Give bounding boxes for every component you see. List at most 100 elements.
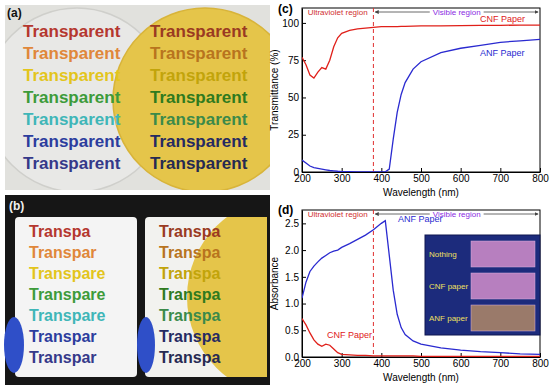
sample-text: Transparent	[150, 44, 248, 63]
x-tick: 700	[492, 353, 509, 369]
y-tick: 100	[282, 18, 306, 29]
region-boundary	[373, 8, 374, 172]
banknote	[471, 241, 535, 267]
tick-mark	[302, 97, 306, 98]
sample-text: Transparent	[23, 44, 121, 63]
y-axis-title: Transmittance (%)	[269, 49, 280, 130]
tick-label: 2.0	[285, 245, 299, 256]
x-axis-title: Wavelength (nm)	[383, 372, 459, 383]
tick-label: 0.0	[285, 352, 299, 363]
panel-label: (d)	[278, 203, 293, 217]
tick-mark	[500, 168, 501, 172]
sample-text: Transpa	[159, 286, 220, 303]
tick-label: 50	[288, 92, 300, 103]
sample-text: Transpar	[29, 244, 97, 261]
sample-text: Transparent	[23, 22, 121, 41]
tick-label: 25	[288, 129, 300, 140]
inset-label: ANF paper	[429, 314, 468, 323]
glove	[137, 317, 155, 373]
tick-label: 0.5	[285, 325, 299, 336]
chart: 2003004005006007008000.00.51.01.52.02.5W…	[269, 203, 549, 383]
series-line	[302, 221, 540, 355]
sample-text: Transpa	[29, 223, 90, 240]
tick-label: 300	[334, 358, 351, 369]
x-tick: 500	[413, 353, 430, 369]
x-tick: 800	[532, 168, 549, 184]
y-tick: 50	[288, 92, 306, 103]
plot-frame	[302, 8, 540, 172]
tick-label: 600	[453, 173, 470, 184]
tick-mark	[302, 330, 306, 331]
tick-mark	[302, 172, 306, 173]
sample-text: Transpa	[159, 349, 220, 366]
tick-label: 500	[413, 358, 430, 369]
x-tick: 300	[334, 168, 351, 184]
region-boundary	[373, 210, 374, 357]
series-line	[302, 25, 540, 78]
series-line	[302, 39, 540, 172]
axis-line	[302, 211, 303, 358]
sample-text: Transpare	[29, 265, 106, 282]
tick-mark	[540, 168, 541, 172]
tick-label: 2.5	[285, 218, 299, 229]
tick-mark	[302, 23, 306, 24]
x-tick: 600	[453, 353, 470, 369]
sample-text: Transpare	[29, 307, 106, 324]
sample-text: Transparent	[23, 154, 121, 173]
y-tick: 0.0	[285, 352, 306, 363]
tick-mark	[302, 223, 306, 224]
x-tick: 500	[413, 168, 430, 184]
tick-mark	[302, 304, 306, 305]
tick-label: 800	[532, 173, 549, 184]
tick-label: 400	[373, 358, 390, 369]
tick-mark	[421, 168, 422, 172]
x-tick: 600	[453, 168, 470, 184]
tick-label: 1.0	[285, 298, 299, 309]
tick-label: 100	[282, 18, 299, 29]
sample-text: Transparent	[150, 88, 248, 107]
panel-label: (c)	[278, 2, 293, 16]
photo-a: Transparent Transparent Transparent Transpa…	[0, 5, 297, 192]
sample-text: Transpa	[159, 244, 220, 261]
y-tick: 0	[293, 167, 306, 178]
y-tick: 2.5	[285, 218, 306, 229]
sample-text: Transpa	[159, 223, 220, 240]
paper-sheet	[15, 217, 137, 377]
figure: Transparent Transparent Transparent Transpa…	[0, 0, 554, 390]
series-label: CNF Paper	[480, 14, 525, 24]
tick-mark	[302, 357, 306, 358]
plot-marks	[302, 8, 540, 172]
tick-mark	[302, 135, 306, 136]
y-tick: 0.5	[285, 325, 306, 336]
chart: 2003004005006007008000255075100Wavelengt…	[269, 2, 549, 198]
inset-label: CNF paper	[429, 282, 468, 291]
tick-label: 400	[373, 173, 390, 184]
tick-label: 300	[334, 173, 351, 184]
region-label: Visible region	[433, 210, 481, 219]
photo-a-content	[5, 5, 270, 190]
inset-background	[425, 235, 540, 335]
sample-text: Transparent	[23, 110, 121, 129]
x-axis: 200300400500600700800	[294, 353, 549, 369]
region-arrow	[375, 12, 429, 13]
y-axis: 0.0 0.5 1.0 1.5 2.0 2.5	[285, 211, 306, 363]
x-tick: 800	[532, 353, 549, 369]
tick-label: 1.5	[285, 272, 299, 283]
y-tick: 1.5	[285, 272, 306, 283]
y-tick: 2.0	[285, 245, 306, 256]
sample-text: Transpa	[159, 328, 220, 345]
tick-label: 700	[492, 173, 509, 184]
sample-text: Transparent	[23, 88, 121, 107]
sample-text: Transparent	[150, 22, 248, 41]
y-axis-title: Absorbance	[269, 256, 280, 310]
banknote	[471, 273, 535, 299]
sample-text: Transparent	[150, 66, 248, 85]
tick-label: 500	[413, 173, 430, 184]
sample-text: Transpar	[29, 328, 97, 345]
y-axis: 0255075100	[282, 9, 306, 178]
tick-mark	[540, 353, 541, 357]
figure-svg: Transparent Transparent Transparent Transpa…	[0, 0, 554, 390]
tick-mark	[302, 277, 306, 278]
region-label: Ultraviolet region	[308, 8, 368, 17]
sample-text: Transparent	[23, 66, 121, 85]
